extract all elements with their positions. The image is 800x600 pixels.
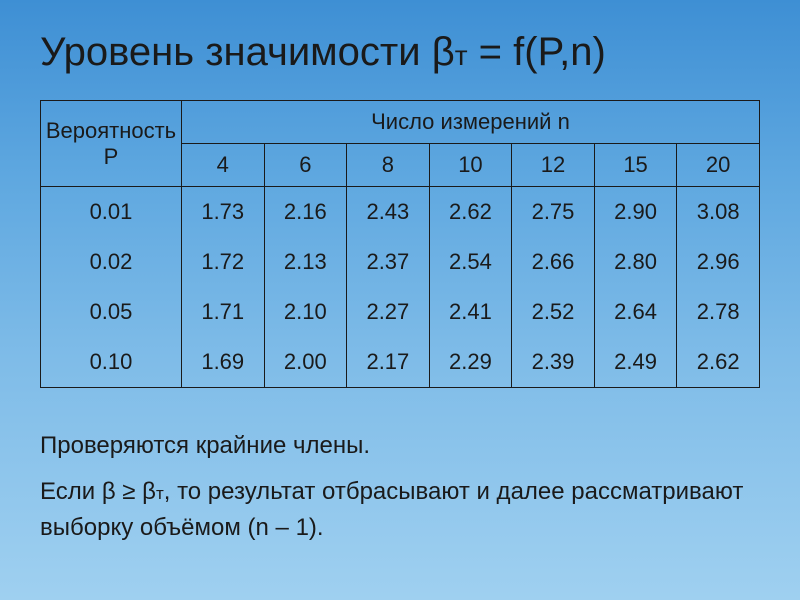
col-header: 20 — [677, 144, 760, 187]
value-cell: 2.54 — [429, 237, 512, 287]
value-cell: 1.69 — [181, 337, 264, 388]
value-cell: 2.64 — [594, 287, 677, 337]
col-header: 4 — [181, 144, 264, 187]
para2-subscript: т — [156, 484, 164, 503]
title-subscript: т — [455, 40, 468, 71]
value-cell: 2.49 — [594, 337, 677, 388]
value-cell: 2.13 — [264, 237, 347, 287]
col-header: 12 — [512, 144, 595, 187]
slide-title: Уровень значимости βт = f(P,n) — [40, 30, 760, 75]
col-header: 6 — [264, 144, 347, 187]
value-cell: 2.78 — [677, 287, 760, 337]
significance-table: Вероятность P Число измерений n 4 6 8 10… — [40, 100, 760, 388]
value-cell: 2.00 — [264, 337, 347, 388]
value-cell: 1.72 — [181, 237, 264, 287]
table-row: 0.01 1.73 2.16 2.43 2.62 2.75 2.90 3.08 — [41, 187, 760, 238]
title-suffix: = f(P,n) — [468, 30, 606, 74]
table-row: 0.05 1.71 2.10 2.27 2.41 2.52 2.64 2.78 — [41, 287, 760, 337]
para2-prefix: Если β ≥ β — [40, 478, 156, 505]
measurements-header: Число измерений n — [181, 101, 759, 144]
value-cell: 2.27 — [347, 287, 430, 337]
value-cell: 2.90 — [594, 187, 677, 238]
value-cell: 2.41 — [429, 287, 512, 337]
value-cell: 2.62 — [677, 337, 760, 388]
col-header: 10 — [429, 144, 512, 187]
prob-cell: 0.01 — [41, 187, 182, 238]
prob-cell: 0.05 — [41, 287, 182, 337]
value-cell: 2.10 — [264, 287, 347, 337]
value-cell: 1.73 — [181, 187, 264, 238]
col-header: 8 — [347, 144, 430, 187]
table-row: 0.02 1.72 2.13 2.37 2.54 2.66 2.80 2.96 — [41, 237, 760, 287]
value-cell: 2.96 — [677, 237, 760, 287]
value-cell: 3.08 — [677, 187, 760, 238]
body-text: Проверяются крайние члены. Если β ≥ βт, … — [40, 428, 760, 546]
value-cell: 1.71 — [181, 287, 264, 337]
value-cell: 2.37 — [347, 237, 430, 287]
value-cell: 2.75 — [512, 187, 595, 238]
col-header: 15 — [594, 144, 677, 187]
table-header-row: Вероятность P Число измерений n — [41, 101, 760, 144]
value-cell: 2.66 — [512, 237, 595, 287]
table-row: 0.10 1.69 2.00 2.17 2.29 2.39 2.49 2.62 — [41, 337, 760, 388]
paragraph-2: Если β ≥ βт, то результат отбрасывают и … — [40, 474, 760, 546]
probability-header: Вероятность P — [41, 101, 182, 187]
value-cell: 2.52 — [512, 287, 595, 337]
value-cell: 2.29 — [429, 337, 512, 388]
value-cell: 2.62 — [429, 187, 512, 238]
value-cell: 2.16 — [264, 187, 347, 238]
value-cell: 2.17 — [347, 337, 430, 388]
value-cell: 2.80 — [594, 237, 677, 287]
prob-cell: 0.02 — [41, 237, 182, 287]
paragraph-1: Проверяются крайние члены. — [40, 428, 760, 464]
title-prefix: Уровень значимости β — [40, 30, 455, 74]
value-cell: 2.43 — [347, 187, 430, 238]
prob-cell: 0.10 — [41, 337, 182, 388]
value-cell: 2.39 — [512, 337, 595, 388]
